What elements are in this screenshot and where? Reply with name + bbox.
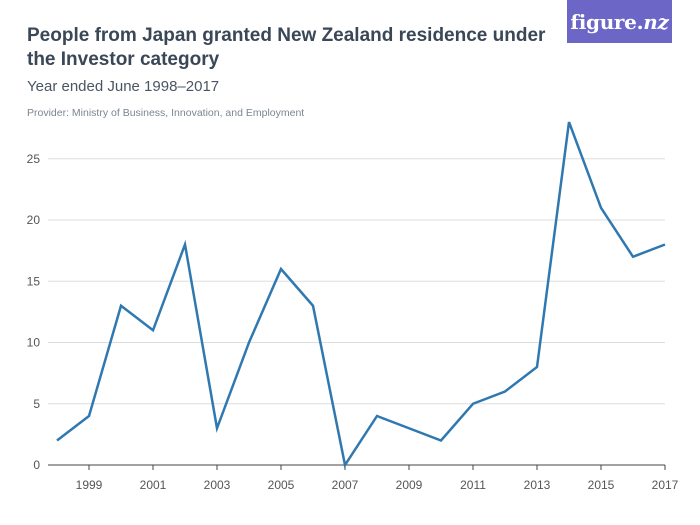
- data-point: [595, 202, 607, 214]
- x-tick-label: 2011: [460, 478, 486, 492]
- gridlines: [48, 158, 665, 405]
- data-point: [531, 361, 543, 373]
- chart-subtitle: Year ended June 1998–2017: [27, 78, 220, 95]
- x-tick-label: 2003: [204, 478, 231, 492]
- data-point: [563, 116, 575, 128]
- logo-accent-text: nz: [643, 9, 669, 34]
- x-tick-label: 2013: [524, 478, 551, 492]
- y-tick-label: 10: [27, 336, 41, 350]
- data-point: [659, 239, 671, 251]
- series-line: [56, 121, 666, 469]
- data-point: [499, 386, 511, 398]
- data-point: [243, 337, 255, 349]
- data-point: [83, 410, 95, 422]
- x-tick-label: 2005: [268, 478, 295, 492]
- data-point: [467, 398, 479, 410]
- y-tick-label: 5: [33, 397, 40, 411]
- y-tick-label: 20: [27, 213, 41, 227]
- x-tick-label: 2001: [140, 478, 167, 492]
- data-point: [51, 435, 63, 447]
- figure-nz-logo[interactable]: figure. nz: [567, 0, 672, 43]
- x-tick-label: 1999: [76, 478, 103, 492]
- data-point: [339, 459, 351, 471]
- data-provider: Provider: Ministry of Business, Innovati…: [27, 107, 305, 119]
- data-point: [179, 239, 191, 251]
- data-point: [403, 422, 415, 434]
- data-point: [371, 410, 383, 422]
- series-layer: [51, 116, 671, 471]
- x-tick-label: 2015: [588, 478, 615, 492]
- x-axis: 1999 2001 2003 2005 2007 2009 2011 2013 2015 2017: [48, 464, 679, 492]
- chart-title: People from Japan granted New Zealand re…: [27, 25, 546, 70]
- x-tick-label: 2007: [332, 478, 359, 492]
- y-tick-label: 15: [27, 274, 41, 288]
- x-tick-label: 2017: [652, 478, 679, 492]
- y-axis-tick-labels: 0 5 10 15 20 25: [27, 152, 41, 472]
- y-tick-label: 0: [33, 458, 40, 472]
- data-point: [627, 251, 639, 263]
- data-point: [307, 300, 319, 312]
- data-point: [435, 435, 447, 447]
- data-point: [211, 422, 223, 434]
- data-point: [115, 300, 127, 312]
- x-tick-label: 2009: [396, 478, 423, 492]
- logo-text: figure.: [570, 9, 644, 34]
- data-point: [275, 263, 287, 275]
- y-tick-label: 25: [27, 152, 41, 166]
- data-point: [147, 324, 159, 336]
